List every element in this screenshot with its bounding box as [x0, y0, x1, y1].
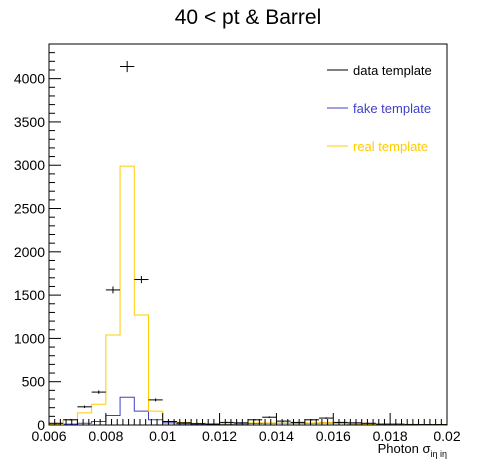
data-point: [162, 420, 177, 423]
data-point: [191, 423, 206, 425]
data-point: [134, 275, 149, 284]
data-point: [290, 421, 305, 423]
data-point: [390, 423, 405, 425]
data-point: [176, 422, 192, 424]
data-point: [91, 390, 106, 394]
x-tick-label: 0.006: [31, 428, 66, 444]
data-point: [262, 416, 277, 419]
y-tick-label: 500: [22, 374, 46, 390]
data-point: [248, 419, 263, 421]
y-tick-label: 1500: [14, 287, 45, 303]
y-tick-label: 2000: [14, 244, 45, 260]
data-point: [148, 398, 163, 402]
data-point: [375, 423, 391, 425]
x-tick-label: 0.018: [373, 428, 408, 444]
data-point: [347, 422, 362, 424]
x-axis-label-subscript: iη iη: [430, 449, 447, 459]
x-tick-label: 0.016: [316, 428, 351, 444]
data-point: [304, 419, 320, 421]
data-point: [219, 421, 234, 423]
data-point: [120, 60, 135, 73]
x-tick-label: 0.02: [433, 428, 460, 444]
x-tick-label: 0.01: [149, 428, 176, 444]
legend: data template fake template real template: [327, 63, 432, 154]
chart-title: 40 < pt & Barrel: [175, 6, 322, 29]
x-tick-label: 0.014: [259, 428, 294, 444]
legend-entry-label: data template: [353, 63, 432, 78]
x-axis: 0.006 0.008 0.01 0.012 0.014 0.016 0.018 0.02: [31, 413, 461, 444]
data-point: [333, 421, 348, 423]
data-point: [77, 405, 92, 409]
legend-entry-label: real template: [353, 139, 428, 154]
series-2-step-line: [48, 165, 448, 426]
y-tick-label: 1000: [14, 330, 45, 346]
x-axis-label-main: Photon σ: [378, 441, 431, 456]
y-tick-label: 3000: [14, 157, 45, 173]
legend-entry-label: fake template: [353, 101, 431, 116]
x-tick-label: 0.012: [202, 428, 237, 444]
y-axis: 0 500 1000 1500 2000 2500 3000 3500 4000: [14, 43, 61, 433]
data-point: [105, 286, 121, 294]
data-point: [63, 419, 78, 421]
data-point: [276, 420, 291, 422]
data-point: [319, 417, 334, 419]
y-tick-label: 3500: [14, 114, 45, 130]
y-tick-label: 4000: [14, 71, 45, 87]
data-point: [233, 422, 248, 424]
data-point: [49, 422, 64, 424]
y-tick-label: 2500: [14, 201, 45, 217]
data-point: [361, 422, 376, 424]
data-point: [205, 423, 220, 425]
x-axis-label: Photon σiη iη: [378, 441, 447, 459]
y-tick-label: 0: [37, 417, 45, 433]
series-layer: [48, 60, 448, 426]
x-tick-label: 0.008: [88, 428, 123, 444]
